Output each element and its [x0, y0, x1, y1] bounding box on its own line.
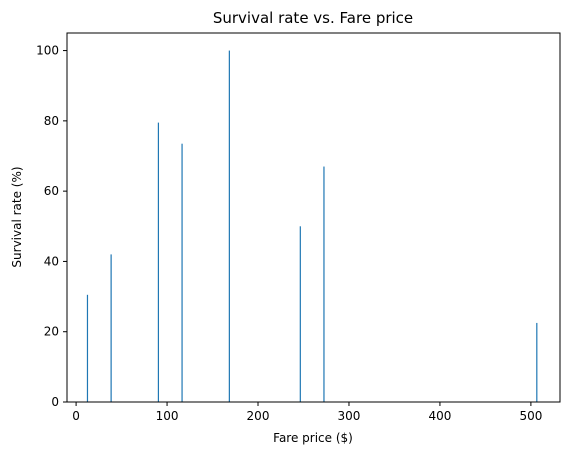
- y-axis-label: Survival rate (%): [10, 166, 24, 267]
- bars-group: [86, 50, 538, 403]
- bar-7: [536, 322, 538, 402]
- x-tick-label-4: 400: [428, 409, 451, 423]
- x-tick-label-5: 500: [519, 409, 542, 423]
- x-axis-ticks: 0 100 200 300 400 500: [72, 402, 542, 423]
- plot-frame: [66, 32, 561, 403]
- x-tick-label-0: 0: [72, 409, 80, 423]
- bar-1: [110, 254, 112, 402]
- bar-4: [228, 50, 230, 402]
- y-axis-ticks: 0 20 40 60 80 100: [36, 44, 67, 409]
- y-tick-label-0: 0: [51, 395, 59, 409]
- y-tick-label-2: 40: [44, 254, 59, 268]
- bar-6: [323, 166, 325, 402]
- bar-2: [157, 122, 160, 403]
- chart-title: Survival rate vs. Fare price: [213, 9, 413, 27]
- x-tick-label-3: 300: [338, 409, 361, 423]
- y-tick-label-3: 60: [44, 184, 59, 198]
- x-axis-label: Fare price ($): [273, 431, 353, 445]
- y-tick-label-4: 80: [44, 114, 59, 128]
- x-tick-label-2: 200: [247, 409, 270, 423]
- bar-3: [181, 143, 183, 402]
- x-tick-label-1: 100: [156, 409, 179, 423]
- y-tick-label-1: 20: [44, 325, 59, 339]
- bar-0: [86, 294, 89, 402]
- y-tick-label-5: 100: [36, 44, 59, 58]
- bar-5: [299, 226, 301, 402]
